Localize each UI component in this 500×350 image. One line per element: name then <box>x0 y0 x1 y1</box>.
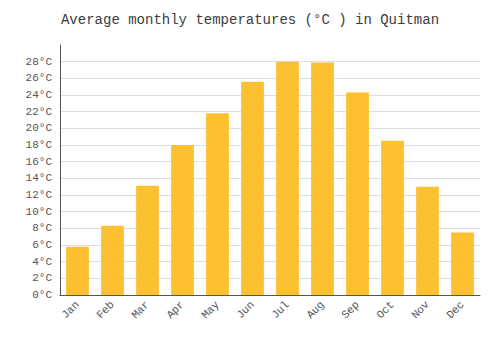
svg-text:28°C: 28°C <box>26 56 53 68</box>
svg-text:Oct: Oct <box>374 299 396 321</box>
svg-text:20°C: 20°C <box>26 122 53 134</box>
svg-text:4°C: 4°C <box>32 256 52 268</box>
svg-text:Jul: Jul <box>269 299 291 321</box>
svg-text:10°C: 10°C <box>26 206 53 218</box>
svg-text:Mar: Mar <box>129 299 151 321</box>
svg-text:Sep: Sep <box>339 299 361 321</box>
svg-text:8°C: 8°C <box>32 222 52 234</box>
svg-text:6°C: 6°C <box>32 239 52 251</box>
svg-text:14°C: 14°C <box>26 172 53 184</box>
svg-text:Average monthly temperatures (: Average monthly temperatures (°C ) in Qu… <box>61 12 439 28</box>
svg-text:May: May <box>199 298 222 321</box>
svg-text:2°C: 2°C <box>32 272 52 284</box>
svg-text:Jun: Jun <box>234 299 256 321</box>
svg-text:22°C: 22°C <box>26 106 53 118</box>
svg-text:Dec: Dec <box>444 299 466 321</box>
svg-text:Nov: Nov <box>409 298 432 321</box>
svg-text:Feb: Feb <box>94 299 116 321</box>
svg-text:26°C: 26°C <box>26 72 53 84</box>
svg-text:24°C: 24°C <box>26 89 53 101</box>
svg-text:Jan: Jan <box>59 299 81 321</box>
svg-text:0°C: 0°C <box>32 289 52 301</box>
svg-text:Aug: Aug <box>304 299 326 321</box>
svg-text:16°C: 16°C <box>26 156 53 168</box>
svg-text:Apr: Apr <box>164 299 186 321</box>
svg-text:18°C: 18°C <box>26 139 53 151</box>
svg-text:12°C: 12°C <box>26 189 53 201</box>
